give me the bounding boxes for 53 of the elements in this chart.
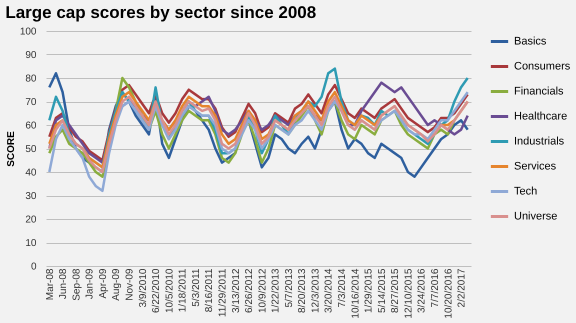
y-tick-label: 0 (30, 262, 37, 272)
legend-label: Services (514, 160, 557, 172)
x-tick-label: 3/13/2012 (230, 268, 242, 313)
x-tick-label: 6/26/2012 (244, 268, 256, 313)
legend-label: Financials (514, 86, 564, 98)
y-tick-label: 50 (25, 144, 37, 155)
x-tick-label: 1/18/2011 (178, 268, 189, 312)
chart-title: Large cap scores by sector since 2008 (5, 3, 316, 22)
x-tick-label: Sep-08 (71, 268, 82, 301)
x-tick-label: 11/29/2011 (217, 268, 228, 318)
x-tick-label: Apr-09 (98, 268, 109, 299)
x-tick-label: Jun-08 (58, 268, 70, 300)
y-tick-label: 40 (25, 168, 37, 178)
x-tick-label: 8/16/2011 (204, 268, 216, 312)
legend-label: Basics (514, 36, 547, 48)
x-tick-label: 7/3/2014 (337, 268, 348, 308)
x-tick-label: Jan-09 (84, 268, 96, 300)
x-tick-label: 8/27/2015 (390, 268, 402, 313)
x-tick-label: 12/3/2013 (310, 268, 322, 313)
x-tick-label: 3/24/2016 (416, 268, 428, 313)
y-tick-label: 70 (25, 97, 37, 108)
x-tick-label: 5/14/2015 (376, 268, 388, 313)
x-tick-label: 12/10/2015 (403, 268, 414, 319)
legend-label: Healthcare (514, 110, 568, 122)
x-tick-label: 3/9/2010 (138, 268, 149, 308)
x-tick-label: 1/22/2013 (270, 268, 282, 313)
legend-label: Industrials (514, 136, 565, 148)
x-tick-label: 10/16/2014 (350, 268, 362, 319)
y-tick-label: 90 (25, 50, 37, 61)
x-tick-label: 3/20/2014 (324, 268, 335, 313)
x-tick-label: 2/2/2017 (456, 268, 468, 308)
y-axis-title: SCORE (6, 130, 17, 167)
x-tick-label: 10/9/2012 (257, 268, 268, 313)
x-tick-label: 10/5/2010 (164, 268, 176, 313)
x-tick-label: Mar-08 (44, 268, 56, 300)
x-tick-label: 8/20/2013 (297, 268, 308, 313)
y-tick-label: 20 (25, 214, 37, 226)
x-tick-label: 10/20/2016 (443, 268, 454, 319)
x-tick-label: 5/3/2011 (190, 268, 202, 307)
x-tick-label: 7/7/2016 (430, 268, 441, 308)
y-tick-label: 30 (25, 191, 37, 202)
x-tick-label: 1/29/2015 (364, 268, 375, 313)
y-tick-label: 10 (25, 238, 37, 249)
legend-label: Consumers (514, 60, 571, 72)
x-tick-label: 5/7/2013 (284, 268, 295, 308)
x-tick-label: 6/22/2010 (151, 268, 162, 313)
legend-label: Universe (514, 210, 558, 222)
y-tick-label: 60 (25, 120, 37, 132)
x-tick-label: Aug-09 (111, 268, 122, 301)
legend-label: Tech (514, 186, 538, 198)
x-tick-label: Nov-09 (124, 268, 136, 301)
y-tick-label: 80 (25, 74, 37, 84)
y-tick-label: 100 (20, 26, 37, 38)
